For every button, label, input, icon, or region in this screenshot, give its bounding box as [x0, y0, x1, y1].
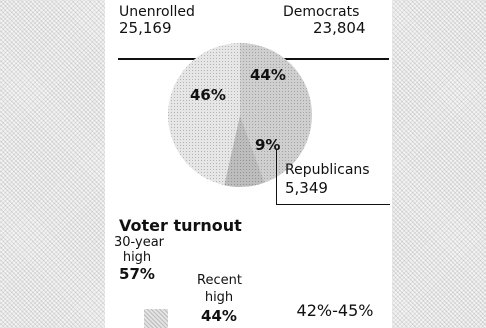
republicans-count: 5,349	[285, 179, 328, 197]
turnout-30-year-high-label-line2: high	[122, 250, 152, 265]
republicans-underline	[276, 204, 390, 205]
pie-chart	[168, 43, 313, 188]
republicans-label: Republicans	[285, 162, 370, 178]
unenrolled-percent-label: 46%	[190, 86, 226, 104]
republicans-leader-line	[276, 150, 277, 205]
pie-slice-texture-republicans	[224, 115, 265, 188]
unenrolled-leader-line	[118, 58, 213, 60]
turnout-30-year-high-label-line1: 30-year	[114, 235, 165, 250]
pie-slice-texture-unenrolled	[168, 43, 240, 186]
democrats-percent-label: 44%	[250, 66, 286, 84]
pie-slice-texture-democrats	[240, 43, 313, 183]
turnout-recent-high-label-line1: Recent	[197, 273, 242, 288]
democrats-label: Democrats	[283, 4, 360, 20]
turnout-30-year-high-value: 57%	[119, 265, 155, 283]
turnout-recent-high-value: 44%	[201, 307, 237, 325]
turnout-30-year-high-bar	[144, 309, 168, 328]
unenrolled-count: 25,169	[119, 19, 172, 37]
turnout-recent-high-label-line2: high	[204, 290, 234, 305]
turnout-projected-value: 42%-45%	[296, 301, 374, 320]
republicans-percent-label: 9%	[255, 136, 281, 154]
chart-panel: Unenrolled 25,169 Democrats 23,804 44% 4…	[105, 0, 392, 328]
unenrolled-label: Unenrolled	[119, 4, 195, 20]
voter-turnout-title: Voter turnout	[119, 216, 242, 235]
democrats-count: 23,804	[313, 19, 366, 37]
democrats-leader-line	[283, 58, 389, 60]
